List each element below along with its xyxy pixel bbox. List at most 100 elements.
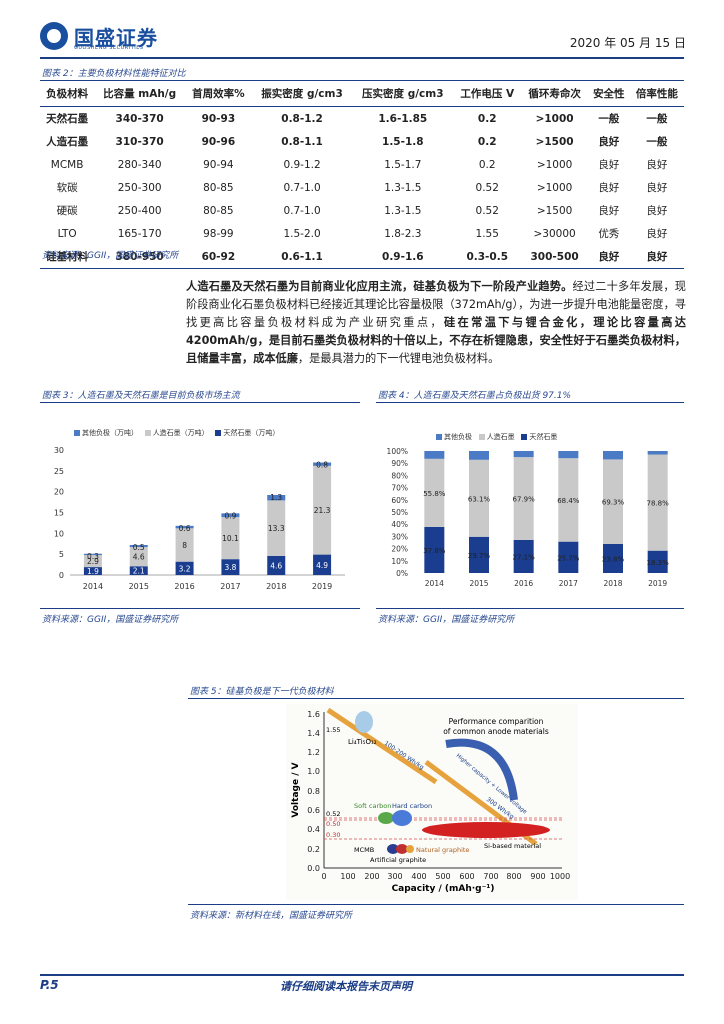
bar-segment	[424, 458, 445, 527]
performance-table: 负极材料 比容量 mAh/g 首周效率% 振实密度 g/cm3 压实密度 g/c…	[40, 80, 684, 269]
table-cell: 300-500	[521, 245, 588, 269]
x-tick-label: 2018	[603, 579, 622, 588]
table-cell: 0.7-1.0	[283, 204, 321, 217]
bar-segment	[83, 567, 102, 575]
bar-segment	[647, 550, 668, 573]
table-cell: 0.2	[477, 135, 497, 148]
fig5-mark-050: 0.50	[326, 820, 340, 828]
table-cell: 良好	[598, 159, 620, 171]
bar-segment	[603, 543, 623, 573]
fig5-artificial-label: Artificial graphite	[370, 856, 426, 864]
x-tick-label: 2014	[83, 582, 103, 591]
bar-segment	[469, 459, 489, 537]
svg-text:800: 800	[506, 872, 521, 881]
legend-swatch-natural	[521, 434, 528, 440]
svg-text:0.8: 0.8	[307, 787, 320, 796]
table-cell: >1000	[535, 112, 574, 125]
table-cell: 硬碳	[56, 205, 78, 217]
table-cell: 良好	[598, 136, 620, 148]
y-tick-label: 10	[54, 529, 64, 538]
table-cell: 天然石墨	[46, 113, 89, 125]
table-cell: 80-85	[203, 204, 234, 217]
fig4-bottom-rule	[376, 608, 684, 609]
svg-text:0.6: 0.6	[307, 806, 320, 815]
y-tick-label: 30	[54, 446, 64, 455]
bar-segment	[267, 500, 286, 556]
table-cell: 软碳	[56, 182, 78, 194]
report-date: 2020 年 05 月 15 日	[569, 36, 686, 50]
x-tick-label: 2018	[266, 582, 286, 591]
fig5-caption: 图表 5：硅基负极是下一代负极材料	[190, 687, 334, 697]
bar-segment	[558, 541, 579, 573]
data-label: 0.3	[87, 552, 99, 561]
fig5-mcmb-label: MCMB	[354, 846, 374, 854]
fig5-soft-blob	[378, 812, 394, 824]
table-cell: 0.52	[475, 181, 499, 194]
svg-text:1.0: 1.0	[307, 767, 320, 776]
y-tick-label: 10%	[391, 557, 408, 566]
y-tick-label: 90%	[391, 459, 408, 468]
data-label: 1.9	[87, 567, 99, 576]
page-number: P.5	[40, 978, 59, 992]
svg-text:400: 400	[411, 872, 426, 881]
fig3-source: 资料来源：GGII，国盛证券研究所	[42, 615, 179, 625]
y-tick-label: 70%	[391, 484, 408, 493]
data-label: 2.1	[133, 567, 145, 576]
footer-disclaimer[interactable]: 请仔细阅读本报告末页声明	[280, 980, 412, 993]
fig3-legend: 其他负极（万吨） 人造石墨（万吨） 天然石墨（万吨）	[74, 428, 279, 438]
table-cell: 人造石墨	[46, 136, 89, 148]
table-cell: >1500	[536, 204, 573, 217]
fig4-legend-1: 人造石墨	[486, 433, 515, 441]
fig3-chart: 0510152025301.92.90.320142.14.60.520153.…	[54, 446, 345, 591]
table-caption: 图表 2：主要负极材料性能特征对比	[42, 69, 186, 79]
table-row: MCMB 280-340 90-94 0.9-1.2 1.5-1.7 0.2 >1000 良好…	[40, 153, 684, 176]
table-cell: 1.5-2.0	[283, 227, 321, 240]
table-cell: 90-94	[203, 158, 234, 171]
bar-segment	[424, 451, 445, 459]
table-cell: >1500	[535, 135, 574, 148]
data-label: 4.6	[133, 553, 145, 562]
legend-swatch-artificial	[144, 430, 151, 436]
table-row: 天然石墨 340-370 90-93 0.8-1.2 1.6-1.85 0.2 >1000 一…	[40, 107, 684, 131]
data-label: 37.8%	[423, 547, 446, 555]
x-tick-label: 2014	[425, 579, 444, 588]
table-cell: 良好	[646, 205, 668, 217]
table-row: 硅基材料 380-950 60-92 0.6-1.1 0.9-1.6 0.3-0.5 300…	[40, 245, 684, 269]
svg-text:0: 0	[321, 872, 326, 881]
table-cell: 0.9-1.6	[352, 245, 454, 269]
y-tick-label: 20	[54, 488, 64, 497]
fig4-chart: 0% 10% 20% 30% 40% 50% 60% 70% 80% 90% 100% 37.8% 55…	[387, 447, 670, 588]
bar-segment	[129, 566, 148, 575]
svg-text:900: 900	[530, 872, 545, 881]
fig5-bg	[286, 704, 578, 900]
data-label: 21.3	[314, 506, 331, 515]
table-cell: >30000	[533, 227, 576, 240]
logo-subtext: GUOSHENG SECURITIES	[74, 45, 144, 51]
fig4-legend-2: 天然石墨	[529, 433, 558, 441]
table-cell: MCMB	[50, 158, 84, 171]
bar-segment	[424, 526, 445, 573]
th-rate: 倍率性能	[629, 80, 684, 107]
data-label: 4.6	[270, 561, 282, 570]
bar-segment	[603, 451, 623, 460]
bar-segment	[221, 517, 240, 560]
bar-segment	[175, 528, 194, 562]
bar-segment	[175, 561, 194, 575]
fig5-x-ticks: 0 100 200 300 400 500 600 700 800 900 1000	[321, 872, 570, 881]
table-cell: 380-950	[94, 245, 186, 269]
data-label: 29.7%	[468, 552, 491, 560]
table-cell: 良好	[587, 245, 630, 269]
table-cell: 良好	[598, 205, 620, 217]
bar-segment	[313, 462, 332, 466]
svg-text:0.2: 0.2	[307, 845, 320, 854]
table-row: LTO 165-170 98-99 1.5-2.0 1.8-2.3 1.55 >30000 优…	[40, 222, 684, 245]
para-text-4: ，是最具潜力的下一代锂电池负极材料。	[297, 352, 500, 365]
fig4-legend: 其他负极 人造石墨 天然石墨	[436, 432, 557, 442]
fig3-caption: 图表 3：人造石墨及天然石墨是目前负极市场主流	[42, 391, 240, 401]
table-cell: 0.9-1.2	[283, 158, 321, 171]
table-cell: 良好	[646, 159, 668, 171]
bar-segment	[129, 545, 148, 548]
data-label: 13.3	[268, 524, 285, 533]
fig5-rule	[188, 698, 684, 699]
data-label: 55.8%	[423, 490, 446, 498]
